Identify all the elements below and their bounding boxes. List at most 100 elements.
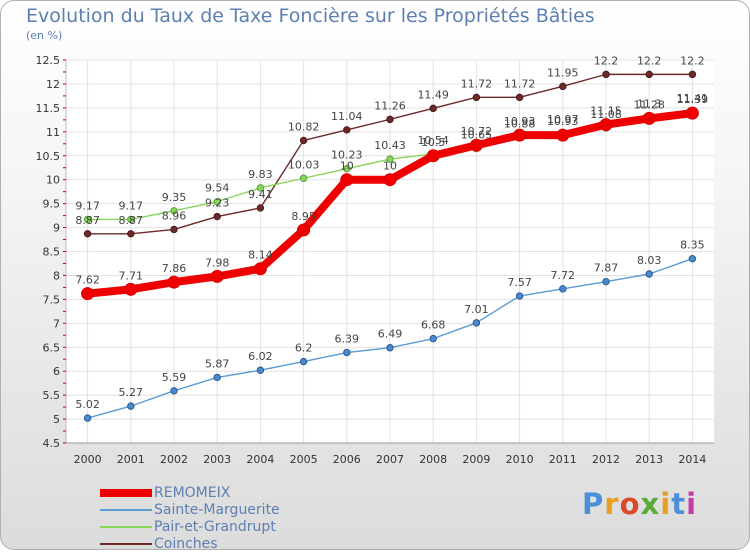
data-point-remomeix: [340, 173, 354, 187]
data-label-coinches: 11.49: [417, 88, 449, 101]
x-tick-label: 2014: [678, 453, 706, 466]
data-point-sainte-marguerite: [127, 402, 135, 410]
data-point-coinches: [343, 126, 351, 134]
data-label-coinches: 9.41: [248, 188, 273, 201]
data-label-coinches: 8.87: [119, 214, 144, 227]
legend-label: Sainte-Marguerite: [154, 502, 280, 518]
legend-label: Coinches: [154, 536, 218, 552]
logo-letter: r: [604, 487, 620, 521]
x-tick-label: 2003: [203, 453, 231, 466]
y-tick-label: 8.5: [43, 246, 61, 259]
y-tick-label: 5: [53, 413, 60, 426]
x-tick-label: 2013: [635, 453, 663, 466]
data-point-coinches: [645, 70, 653, 79]
data-point-pair-et-grandrupt: [343, 164, 351, 173]
legend-label: Pair-et-Grandrupt: [154, 519, 276, 535]
y-tick-label: 10.5: [36, 150, 61, 163]
data-point-remomeix: [210, 269, 224, 283]
x-tick-label: 2009: [462, 453, 490, 466]
data-label-pair-et-grandrupt: 10.43: [374, 139, 406, 152]
data-label-pair-et-grandrupt: 9.35: [162, 191, 187, 204]
data-point-pair-et-grandrupt: [213, 198, 221, 206]
data-point-coinches: [256, 204, 265, 212]
data-point-sainte-marguerite: [213, 373, 221, 382]
data-label-coinches: 9.23: [205, 197, 230, 210]
data-label-sainte-marguerite: 7.87: [594, 262, 619, 275]
data-point-sainte-marguerite: [602, 277, 610, 286]
logo-letter: i: [686, 487, 698, 521]
x-tick-label: 2006: [333, 453, 361, 466]
logo-letter: x: [640, 487, 661, 521]
data-label-pair-et-grandrupt: 10.65: [461, 129, 493, 142]
data-label-coinches: 12.2: [594, 54, 619, 67]
data-point-coinches: [515, 93, 524, 102]
data-label-pair-et-grandrupt: 9.83: [248, 168, 273, 181]
data-point-pair-et-grandrupt: [386, 155, 394, 163]
logo-letter: t: [671, 487, 687, 521]
data-label-sainte-marguerite: 5.02: [75, 398, 100, 411]
y-tick-label: 4.5: [43, 437, 61, 450]
data-point-coinches: [559, 82, 567, 91]
data-label-coinches: 12.2: [637, 54, 662, 67]
data-label-pair-et-grandrupt: 10.97: [547, 113, 579, 126]
data-label-coinches: 11.72: [504, 77, 536, 90]
data-label-pair-et-grandrupt: 11.3: [637, 97, 662, 110]
data-point-coinches: [602, 70, 610, 79]
data-point-coinches: [170, 225, 178, 234]
data-label-remomeix: 10.93: [504, 115, 536, 128]
data-label-pair-et-grandrupt: 9.54: [205, 182, 230, 195]
legend-label: REMOMEIX: [154, 485, 231, 501]
data-point-pair-et-grandrupt: [170, 207, 178, 215]
data-point-sainte-marguerite: [472, 319, 481, 327]
data-label-sainte-marguerite: 7.57: [507, 276, 532, 289]
data-label-sainte-marguerite: 6.49: [378, 328, 403, 341]
data-point-remomeix: [124, 282, 138, 296]
data-label-remomeix: 11.28: [633, 98, 665, 111]
data-point-sainte-marguerite: [515, 292, 524, 300]
y-tick-label: 10: [46, 174, 60, 187]
data-label-remomeix: 10.72: [461, 125, 493, 138]
x-tick-label: 2000: [74, 453, 102, 466]
data-point-remomeix: [513, 128, 527, 142]
legend-swatch: [100, 489, 152, 497]
data-label-sainte-marguerite: 8.35: [680, 239, 705, 252]
y-tick-label: 5.5: [43, 389, 61, 402]
data-point-pair-et-grandrupt: [127, 215, 135, 224]
data-label-pair-et-grandrupt: 10.23: [331, 149, 363, 162]
y-tick-label: 11: [46, 126, 60, 139]
data-label-coinches: 8.96: [162, 209, 187, 222]
data-point-remomeix: [469, 138, 483, 152]
data-point-remomeix: [253, 262, 267, 276]
data-point-pair-et-grandrupt: [256, 184, 265, 192]
data-point-sainte-marguerite: [386, 344, 394, 352]
data-label-remomeix: 10: [383, 160, 397, 173]
data-label-sainte-marguerite: 6.68: [421, 319, 446, 332]
data-label-remomeix: 8.14: [248, 249, 273, 262]
data-label-pair-et-grandrupt: 10.88: [504, 118, 536, 131]
data-point-sainte-marguerite: [343, 348, 351, 357]
data-point-remomeix: [685, 106, 699, 120]
data-point-coinches: [688, 70, 697, 79]
data-label-remomeix: 7.71: [119, 269, 144, 282]
data-label-coinches: 11.26: [374, 99, 406, 112]
data-point-coinches: [472, 93, 481, 102]
data-point-coinches: [299, 136, 308, 145]
data-point-remomeix: [556, 128, 570, 142]
data-point-sainte-marguerite: [645, 270, 653, 278]
legend-swatch: [100, 526, 152, 528]
data-point-coinches: [429, 104, 437, 113]
data-point-remomeix: [167, 275, 181, 289]
data-point-pair-et-grandrupt: [299, 174, 308, 182]
data-label-sainte-marguerite: 7.72: [551, 269, 576, 282]
y-tick-label: 7.5: [43, 293, 61, 306]
x-tick-label: 2012: [592, 453, 620, 466]
data-label-remomeix: 8.95: [291, 210, 316, 223]
chart-title: Evolution du Taux de Taxe Foncière sur l…: [26, 5, 595, 27]
data-label-sainte-marguerite: 6.02: [248, 350, 273, 363]
data-label-pair-et-grandrupt: 10.54: [417, 134, 449, 147]
data-label-remomeix: 7.62: [75, 274, 100, 287]
data-point-sainte-marguerite: [256, 366, 265, 374]
data-label-remomeix: 10.5: [421, 136, 446, 149]
data-label-remomeix: 7.86: [162, 262, 187, 275]
